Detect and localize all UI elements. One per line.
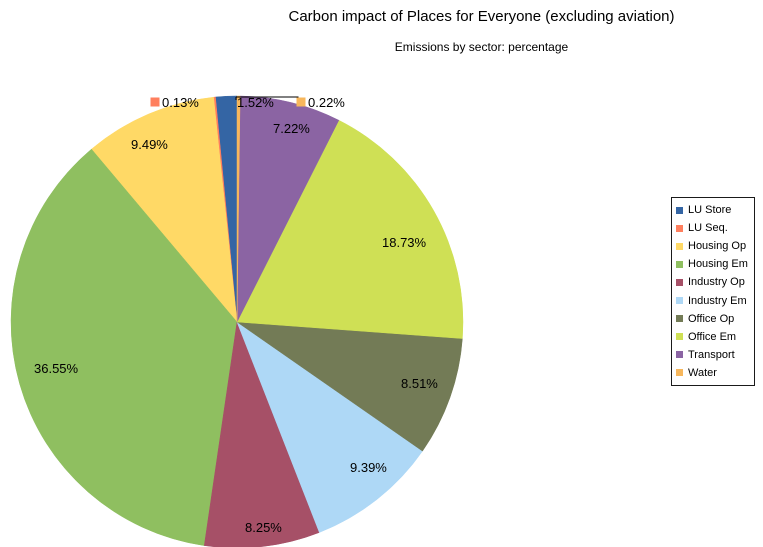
legend-label-office-em: Office Em: [688, 330, 737, 343]
data-label-swatch-lu-store: [225, 97, 235, 107]
data-label-housing-em: 36.55%: [22, 361, 79, 376]
chart-legend: LU Store LU Seq. Housing Op Housing Em Indus…: [671, 197, 755, 386]
data-label-swatch-office-op: [389, 378, 399, 388]
legend-swatch-water: [676, 369, 683, 377]
legend-swatch-office-op: [676, 315, 683, 323]
legend-item-office-em: Office Em: [672, 328, 754, 346]
data-label-swatch-water: [296, 97, 306, 107]
data-label-office-em: 18.73%: [370, 235, 427, 250]
pie-slice-water: [236, 95, 241, 323]
legend-item-water: Water: [672, 364, 754, 382]
legend-label-industry-em: Industry Em: [688, 294, 747, 307]
data-label-lu-seq: 0.13%: [150, 95, 199, 110]
legend-item-lu-store: LU Store: [672, 201, 754, 219]
legend-item-lu-seq: LU Seq.: [672, 219, 754, 237]
data-label-lu-store: 1.52%: [225, 95, 274, 110]
data-label-text-office-em: 18.73%: [382, 235, 427, 250]
legend-item-housing-op: Housing Op: [672, 237, 754, 255]
legend-swatch-transport: [676, 351, 683, 359]
data-label-swatch-transport: [261, 123, 271, 133]
data-label-swatch-industry-op: [233, 522, 243, 532]
data-label-text-lu-seq: 0.13%: [162, 95, 199, 110]
chart-subtitle: Emissions by sector: percentage: [394, 40, 569, 54]
legend-label-housing-op: Housing Op: [688, 240, 747, 253]
legend-item-office-op: Office Op: [672, 310, 754, 328]
data-label-swatch-housing-op: [119, 139, 129, 149]
data-label-transport: 7.22%: [261, 121, 310, 136]
legend-swatch-lu-seq: [676, 224, 683, 232]
data-label-swatch-lu-seq: [150, 97, 160, 107]
legend-item-housing-em: Housing Em: [672, 255, 754, 273]
legend-swatch-housing-em: [676, 260, 683, 268]
pie-slices: [10, 95, 464, 547]
legend-label-water: Water: [688, 366, 717, 379]
data-label-text-housing-op: 9.49%: [131, 137, 168, 152]
pie-slice-office-op: [236, 321, 463, 452]
legend-item-industry-op: Industry Op: [672, 273, 754, 291]
pie-slice-office-em: [236, 119, 464, 339]
legend-swatch-office-em: [676, 333, 683, 341]
legend-label-office-op: Office Op: [688, 312, 735, 325]
data-label-swatch-industry-em: [338, 462, 348, 472]
legend-label-housing-em: Housing Em: [688, 258, 748, 271]
legend-label-lu-seq: LU Seq.: [688, 222, 728, 235]
data-label-text-transport: 7.22%: [273, 121, 310, 136]
legend-swatch-housing-op: [676, 242, 683, 250]
legend-swatch-industry-op: [676, 278, 683, 286]
data-label-industry-em: 9.39%: [338, 460, 387, 475]
data-label-text-industry-em: 9.39%: [350, 460, 387, 475]
data-label-office-op: 8.51%: [389, 376, 438, 391]
legend-label-industry-op: Industry Op: [688, 276, 745, 289]
data-label-text-lu-store: 1.52%: [237, 95, 274, 110]
legend-label-transport: Transport: [688, 348, 735, 361]
data-label-industry-op: 8.25%: [233, 520, 282, 535]
data-label-text-industry-op: 8.25%: [245, 520, 282, 535]
chart-title: Carbon impact of Places for Everyone (ex…: [288, 8, 675, 25]
data-label-text-housing-em: 36.55%: [34, 361, 79, 376]
data-label-water: 0.22%: [296, 95, 345, 110]
legend-item-industry-em: Industry Em: [672, 291, 754, 309]
pie-slice-housing-op: [91, 96, 238, 323]
legend-label-lu-store: LU Store: [688, 204, 732, 217]
data-label-text-office-op: 8.51%: [401, 376, 438, 391]
pie-slice-housing-em: [10, 148, 238, 546]
pie-slice-industry-em: [236, 321, 423, 533]
data-label-text-water: 0.22%: [308, 95, 345, 110]
pie-data-labels: 1.52% 0.13% 9.49% 36.55% 8.25% 9.39% 8.51% 18.7…: [22, 95, 438, 535]
data-label-swatch-office-em: [370, 237, 380, 247]
data-label-swatch-housing-em: [22, 363, 32, 373]
data-label-housing-op: 9.49%: [119, 137, 168, 152]
legend-item-transport: Transport: [672, 346, 754, 364]
legend-swatch-lu-store: [676, 206, 683, 214]
legend-swatch-industry-em: [676, 297, 683, 305]
pie-slice-transport: [236, 95, 340, 323]
